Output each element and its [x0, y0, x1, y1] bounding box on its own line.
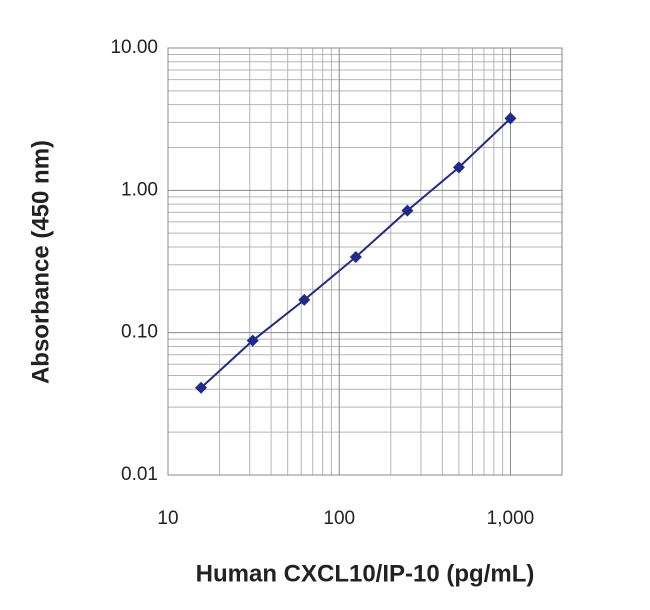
y-tick-label: 1.00	[121, 179, 158, 200]
x-tick-label: 1,000	[487, 508, 535, 529]
plot-frame	[167, 47, 563, 476]
data-point	[246, 334, 259, 347]
x-tick-label: 100	[323, 508, 355, 529]
data-point	[452, 161, 465, 174]
y-tick-label: 10.00	[110, 37, 158, 58]
y-axis-title: Absorbance (450 nm)	[27, 140, 54, 384]
data-point	[195, 381, 208, 394]
x-axis-title: Human CXCL10/IP-10 (pg/mL)	[196, 560, 535, 587]
y-tick-label: 0.01	[121, 464, 158, 485]
x-tick-label: 10	[157, 508, 178, 529]
data-point	[298, 293, 311, 306]
data-point	[401, 204, 414, 217]
y-tick-label: 0.10	[121, 322, 158, 343]
data-point	[349, 251, 362, 264]
data-point	[504, 112, 517, 125]
